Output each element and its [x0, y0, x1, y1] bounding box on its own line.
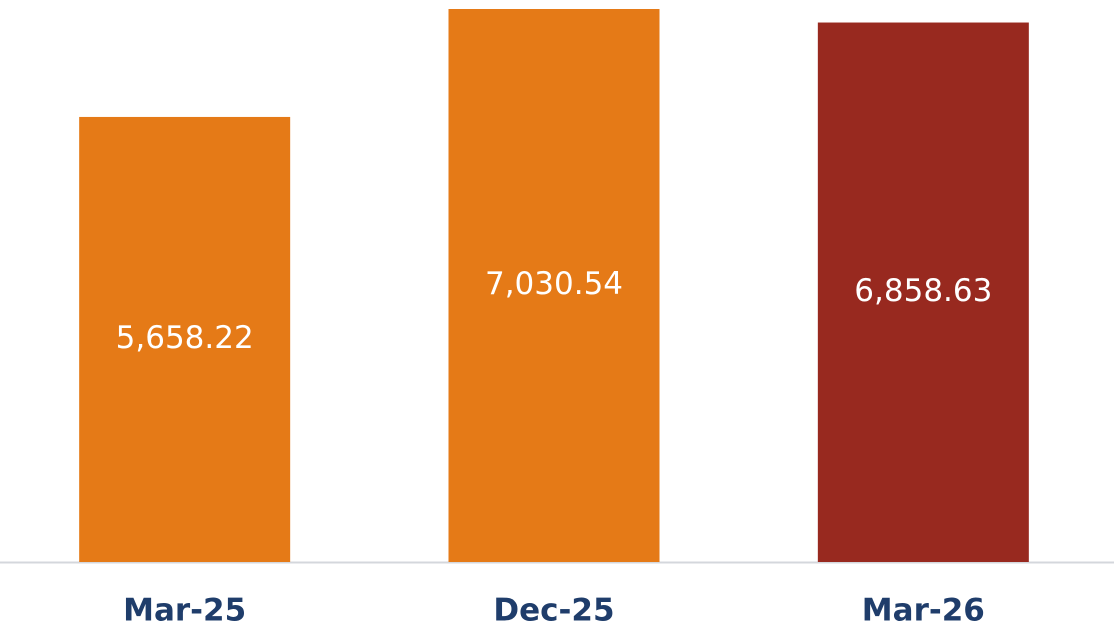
value-label: 5,658.22: [116, 320, 254, 356]
value-label: 7,030.54: [485, 266, 623, 302]
bar: [448, 9, 660, 563]
x-tick-label: Mar-26: [862, 593, 985, 629]
x-tick-label: Dec-25: [493, 593, 614, 629]
bar: [817, 22, 1029, 562]
x-tick-label: Mar-25: [123, 593, 246, 629]
value-label: 6,858.63: [854, 273, 992, 309]
bar: [79, 116, 291, 562]
